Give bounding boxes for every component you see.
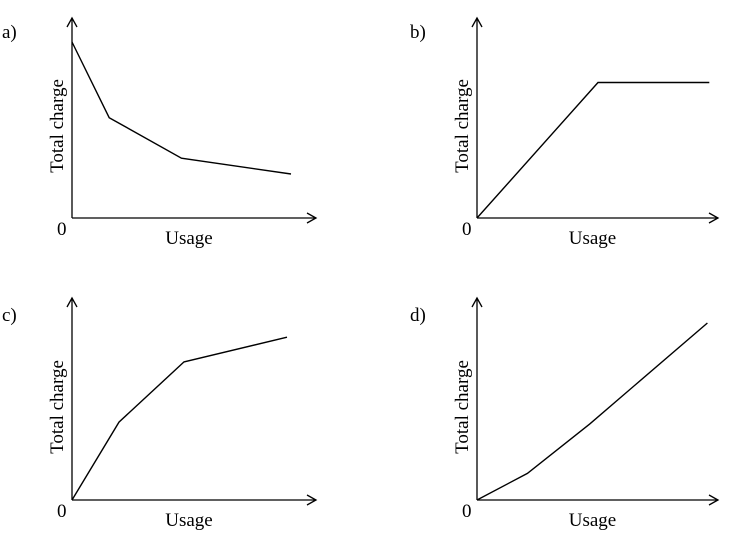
- series-line-a: [71, 41, 292, 175]
- panel-b: b) 0 Usage Total charge: [410, 16, 720, 249]
- panel-c: c) 0 Usage Total charge: [2, 296, 318, 531]
- x-axis-arrow: [708, 212, 720, 224]
- y-axis-arrow: [66, 296, 78, 308]
- series-line-b: [476, 81, 710, 219]
- y-axis-arrow: [471, 296, 483, 308]
- x-axis-arrow: [306, 212, 318, 224]
- panel-label: a): [2, 22, 17, 43]
- series-line-c: [71, 336, 288, 501]
- panel-label: b): [410, 22, 426, 43]
- origin-label: 0: [462, 501, 472, 522]
- y-axis-label: Total charge: [47, 360, 68, 454]
- panel-d: d) 0 Usage Total charge: [410, 296, 720, 531]
- origin-label: 0: [57, 501, 67, 522]
- x-axis-arrow: [306, 494, 318, 506]
- panel-label: d): [410, 305, 426, 326]
- x-axis-arrow: [708, 494, 720, 506]
- y-axis-label: Total charge: [452, 360, 473, 454]
- origin-label: 0: [462, 219, 472, 240]
- x-axis-label: Usage: [165, 510, 212, 531]
- y-axis-label: Total charge: [47, 79, 68, 173]
- x-axis-label: Usage: [569, 228, 616, 249]
- x-axis-label: Usage: [165, 228, 212, 249]
- y-axis-arrow: [471, 16, 483, 28]
- y-axis-arrow: [66, 16, 78, 28]
- x-axis-label: Usage: [569, 510, 616, 531]
- panel-label: c): [2, 305, 17, 326]
- origin-label: 0: [57, 219, 67, 240]
- y-axis-label: Total charge: [452, 79, 473, 173]
- panel-a: a) 0 Usage Total charge: [2, 16, 318, 249]
- series-line-d: [476, 322, 708, 501]
